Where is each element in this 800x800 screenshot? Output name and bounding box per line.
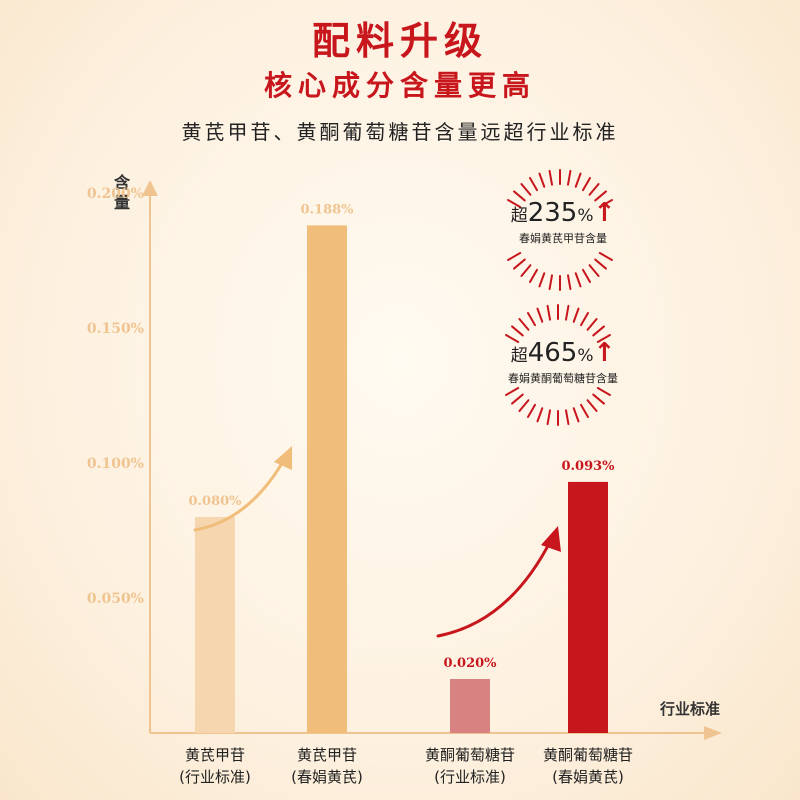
bar	[307, 225, 347, 733]
badge-flavone-value: 465	[527, 338, 578, 368]
badge-ring-tick	[596, 334, 611, 343]
up-arrow-icon: ↑	[593, 338, 616, 368]
badge-huangqi-label: 春娟黄芪甲苷含量	[519, 232, 607, 245]
bar	[568, 481, 608, 733]
x-category-label: 黄芪甲苷	[297, 746, 357, 764]
up-arrow-icon: ↑	[593, 198, 616, 228]
bar-value-label: 0.080%	[188, 494, 242, 509]
badge-ring-tick	[592, 393, 605, 405]
badge-ring-tick	[538, 172, 546, 188]
badge-ring-tick	[564, 409, 570, 426]
badge-ring-tick	[564, 304, 570, 321]
badge-ring-tick	[546, 304, 552, 321]
growth-arrow-orange	[193, 456, 287, 532]
badge-ring-tick	[582, 177, 591, 192]
badge-ring-tick	[592, 325, 605, 337]
badge-ring-tick	[513, 190, 526, 202]
bar	[450, 679, 490, 733]
badge-ring-tick	[574, 272, 582, 288]
y-tick-label: 0.150%	[87, 321, 144, 337]
badge-ring-tick	[594, 258, 607, 270]
badge-flavone-unit: %	[577, 346, 594, 366]
badge-ring-tick	[572, 307, 580, 323]
badge-ring-tick	[518, 318, 530, 331]
badge-ring-tick	[546, 409, 552, 426]
badge-huangqi-main: 超235%↑	[478, 198, 648, 228]
badge-ring-tick	[507, 252, 522, 261]
badge-huangqi-value: 235	[527, 198, 578, 228]
page-description: 黄芪甲苷、黄酮葡萄糖苷含量远超行业标准	[181, 120, 619, 144]
badge-ring-tick	[520, 183, 532, 196]
badge-ring-tick	[598, 252, 613, 261]
y-axis-label: 含	[114, 173, 131, 192]
badge-ring-tick	[527, 403, 536, 418]
badge-flavone-main: 超465%↑	[478, 338, 648, 368]
x-category-label: 黄酮葡萄糖苷	[543, 746, 633, 764]
bar-value-label: 0.020%	[443, 656, 497, 671]
badge-ring-tick	[586, 399, 598, 412]
badge-ring-tick	[572, 407, 580, 423]
y-tick-label: 0.100%	[87, 456, 144, 472]
badge-ring-tick	[520, 264, 532, 277]
badge-ring-tick	[598, 199, 613, 208]
x-category-group: (行业标准)	[179, 768, 251, 786]
y-tick-label: 0.050%	[87, 591, 144, 607]
badge-ring-tick	[505, 387, 520, 396]
badge-ring-tick	[566, 274, 572, 291]
badge-ring-tick	[548, 274, 554, 291]
badge-ring-tick	[574, 172, 582, 188]
badge-ring-tick	[594, 190, 607, 202]
badge-ring-tick	[548, 169, 554, 186]
badge-ring-tick	[518, 399, 530, 412]
x-category-group: (春娟黄芪)	[552, 768, 624, 786]
x-axis-arrow-icon	[704, 726, 722, 740]
badge-ring-tick	[529, 268, 538, 283]
badge-flavone: 超465%↑ 春娟黄酮葡萄糖苷含量	[478, 338, 648, 386]
badge-ring-tick	[588, 183, 600, 196]
badge-ring-tick	[527, 312, 536, 327]
badge-ring-tick	[580, 403, 589, 418]
badge-ring-tick	[566, 169, 572, 186]
badge-ring-tick	[507, 199, 522, 208]
x-category-group: (春娟黄芪)	[291, 768, 363, 786]
badge-ring-tick	[586, 318, 598, 331]
x-category-label: 黄芪甲苷	[185, 746, 245, 764]
badge-ring-tick	[588, 264, 600, 277]
page-title: 配料升级	[311, 18, 488, 63]
y-tick-label: 0.200%	[87, 186, 144, 202]
x-category-group: (行业标准)	[434, 768, 506, 786]
bar	[195, 517, 235, 733]
badge-huangqi: 超235%↑ 春娟黄芪甲苷含量	[478, 198, 648, 246]
page-subtitle: 核心成分含量更高	[263, 69, 536, 102]
badge-ring-tick	[596, 387, 611, 396]
bar-value-label: 0.188%	[300, 202, 354, 217]
badge-ring-tick	[529, 177, 538, 192]
arrow-head-orange-icon	[274, 446, 292, 470]
badge-ring-tick	[536, 407, 544, 423]
y-axis-arrow-icon	[142, 180, 158, 196]
arrow-head-red-icon	[541, 526, 561, 552]
badge-huangqi-prefix: 超	[510, 206, 528, 226]
badge-flavone-prefix: 超	[510, 346, 528, 366]
badge-ring-tick	[538, 272, 546, 288]
badge-huangqi-unit: %	[577, 206, 594, 226]
y-axis-label: 量	[114, 193, 130, 212]
badge-ring-tick	[511, 325, 524, 337]
badge-ring-tick	[505, 334, 520, 343]
growth-arrow-red	[436, 536, 554, 638]
x-category-label: 黄酮葡萄糖苷	[425, 746, 515, 764]
badge-ring-tick	[511, 393, 524, 405]
badge-ring-tick	[536, 307, 544, 323]
bar-value-label: 0.093%	[561, 459, 615, 474]
badge-ring-tick	[580, 312, 589, 327]
badge-ring-tick	[582, 268, 591, 283]
badge-ring-tick	[513, 258, 526, 270]
x-axis-tag: 行业标准	[659, 700, 720, 718]
badge-flavone-label: 春娟黄酮葡萄糖苷含量	[508, 372, 618, 385]
